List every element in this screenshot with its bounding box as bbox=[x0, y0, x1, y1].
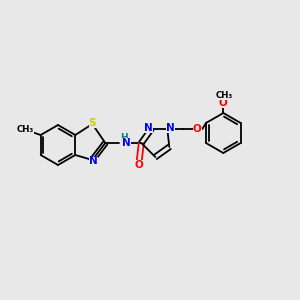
Text: N: N bbox=[89, 157, 98, 166]
Text: CH₃: CH₃ bbox=[17, 124, 34, 134]
Text: O: O bbox=[135, 160, 144, 170]
Text: O: O bbox=[193, 124, 202, 134]
Text: S: S bbox=[88, 118, 96, 128]
Text: N: N bbox=[166, 123, 175, 133]
Text: O: O bbox=[219, 98, 228, 108]
Text: N: N bbox=[144, 123, 153, 133]
Text: CH₃: CH₃ bbox=[216, 91, 233, 100]
Text: H: H bbox=[121, 134, 128, 142]
Text: N: N bbox=[122, 138, 131, 148]
